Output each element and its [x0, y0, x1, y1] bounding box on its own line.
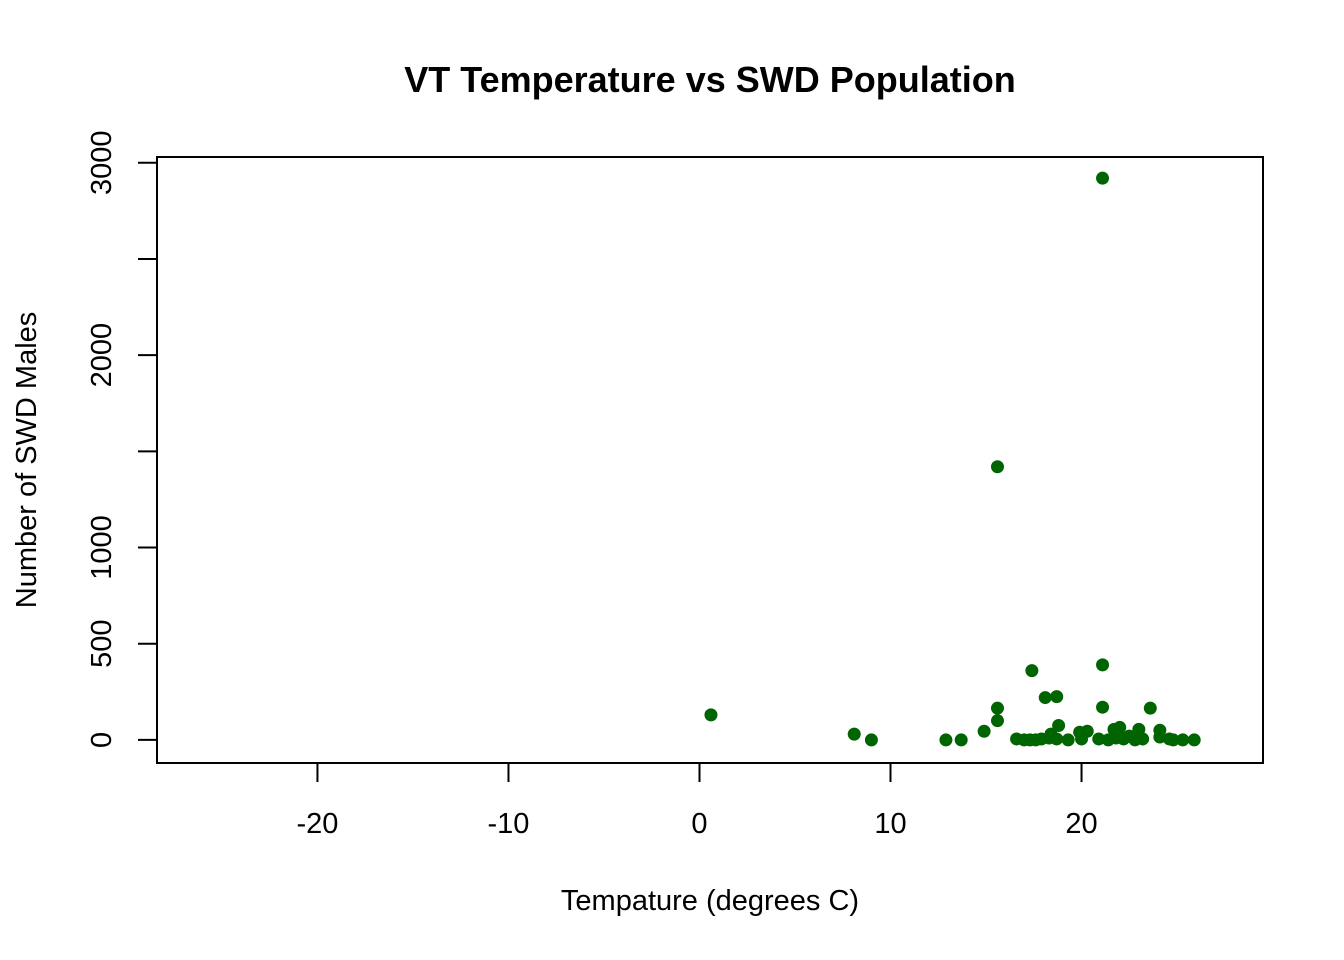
x-axis: -20 -10 0 10 20: [296, 762, 1098, 840]
y-tick-label: 0: [86, 732, 118, 748]
data-point: [939, 733, 953, 747]
data-point: [1025, 664, 1039, 678]
y-tick-label: 2000: [86, 323, 118, 388]
y-tick-label: 3000: [86, 131, 118, 196]
data-point: [1061, 733, 1075, 747]
data-point: [990, 460, 1004, 474]
data-points: [704, 171, 1201, 747]
x-tick-label: 20: [1065, 808, 1097, 840]
data-point: [1096, 700, 1110, 714]
data-point: [1096, 171, 1110, 185]
data-point: [1092, 732, 1106, 746]
x-tick-label: 10: [874, 808, 906, 840]
x-tick-label: -20: [296, 808, 338, 840]
chart-title: VT Temperature vs SWD Population: [404, 59, 1015, 100]
data-point: [990, 714, 1004, 728]
data-point: [1075, 732, 1089, 746]
y-tick-label: 500: [86, 620, 118, 668]
data-point: [1187, 733, 1201, 747]
y-tick-label: 1000: [86, 515, 118, 580]
data-point: [1166, 733, 1180, 747]
data-point: [1143, 701, 1157, 715]
x-axis-label: Tempature (degrees C): [561, 885, 859, 917]
data-point: [1052, 718, 1066, 732]
y-axis: 0 500 1000 2000 3000: [86, 131, 158, 748]
data-point: [1176, 733, 1190, 747]
data-point: [1050, 732, 1064, 746]
data-point: [990, 701, 1004, 715]
data-point: [704, 708, 718, 722]
data-point: [954, 733, 968, 747]
data-point: [847, 727, 861, 741]
plot-frame: [156, 156, 1264, 764]
x-tick-label: 0: [691, 808, 707, 840]
x-tick-label: -10: [488, 808, 530, 840]
data-point: [1096, 658, 1110, 672]
data-point: [1038, 691, 1052, 705]
data-point: [864, 733, 878, 747]
data-point: [1050, 690, 1064, 704]
data-point: [977, 724, 991, 738]
y-axis-label: Number of SWD Males: [11, 312, 43, 609]
data-point: [1136, 732, 1150, 746]
